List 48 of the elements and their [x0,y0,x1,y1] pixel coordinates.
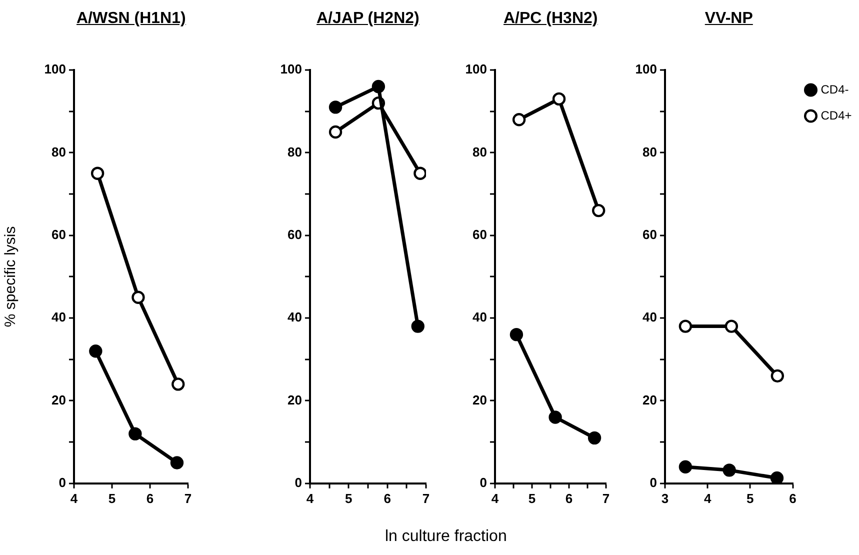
legend-label: CD4+ [820,108,852,122]
x-tick-label: 6 [565,490,573,506]
x-tick-label: 5 [345,490,352,506]
y-tick-label: 0 [480,474,487,490]
chart-title: A/WSN (H1N1) [76,10,186,28]
y-tick-label: 20 [288,392,302,408]
x-tick-label: 6 [146,490,154,506]
y-tick-label: 100 [280,62,302,77]
y-tick-label: 80 [288,144,302,160]
x-tick-label: 4 [491,490,500,506]
x-tick-label: 3 [661,490,669,506]
y-tick-label: 40 [52,310,66,325]
legend-label: CD4- [820,82,849,96]
y-tick-label: 60 [472,226,487,242]
y-axis-title: % specific lysis [2,226,20,328]
x-tick-label: 6 [789,490,796,506]
y-tick-label: 80 [642,144,657,160]
x-tick-label: 4 [306,490,314,506]
y-tick-label: 100 [465,62,487,77]
y-tick-label: 0 [294,474,302,490]
y-tick-label: 100 [635,62,657,77]
chart-title: A/PC (H3N2) [504,10,598,28]
y-tick-label: 60 [288,226,302,242]
x-tick-label: 7 [602,490,610,506]
y-tick-label: 20 [52,392,66,408]
y-tick-label: 60 [52,226,66,242]
x-tick-label: 4 [704,490,712,506]
chart-title: VV-NP [704,10,753,28]
y-tick-label: 20 [642,392,657,408]
y-tick-label: 40 [288,310,302,325]
x-tick-label: 5 [108,490,116,506]
x-tick-label: 5 [746,490,754,506]
y-tick-label: 100 [44,62,66,77]
x-tick-label: 7 [184,490,192,506]
y-tick-label: 80 [52,144,66,160]
y-tick-label: 40 [642,310,657,325]
y-tick-label: 60 [642,226,657,242]
y-tick-label: 80 [472,144,487,160]
x-tick-label: 7 [422,490,430,506]
chart-title: A/JAP (H2N2) [316,10,420,28]
x-tick-label: 4 [70,490,78,506]
y-tick-label: 0 [58,474,66,490]
y-tick-label: 0 [650,474,657,490]
x-tick-label: 6 [384,490,391,506]
y-tick-label: 20 [472,392,487,408]
x-axis-title: ln culture fraction [385,528,507,546]
x-tick-label: 5 [528,490,536,506]
y-tick-label: 40 [472,310,487,325]
